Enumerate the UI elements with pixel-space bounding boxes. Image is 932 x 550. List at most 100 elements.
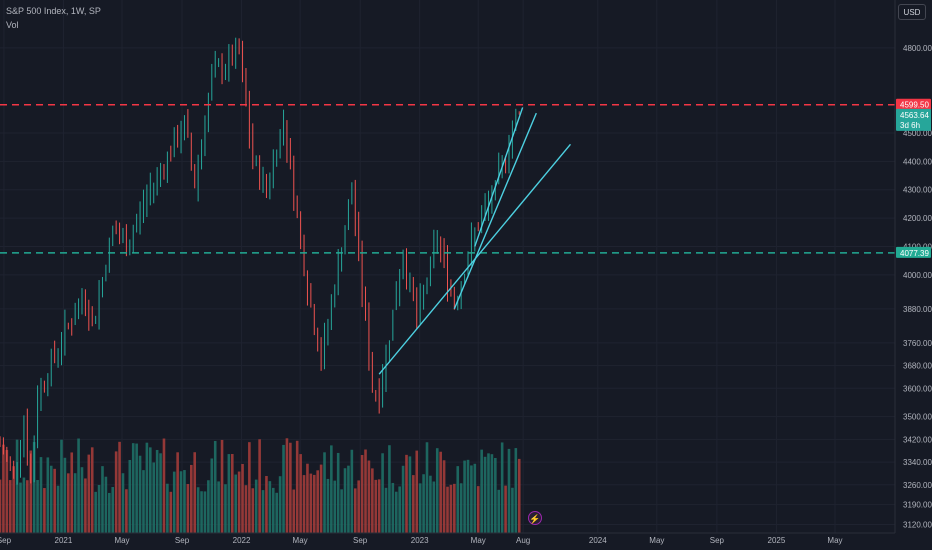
volume-bar [483, 456, 487, 533]
volume-bar [237, 471, 241, 533]
time-tick-label: Aug [516, 536, 530, 545]
volume-bar [90, 447, 94, 533]
volume-bar [149, 447, 152, 533]
volume-bar [364, 449, 367, 533]
price-tick-label: 4400.00 [903, 157, 932, 166]
volume-bar [60, 439, 63, 533]
volume-bar [323, 452, 326, 533]
trendline [453, 112, 537, 310]
volume-bar [350, 449, 354, 533]
volume-bar [43, 488, 46, 533]
volume-bar [429, 475, 432, 533]
time-tick-label: Sep [175, 536, 190, 545]
volume-bar [302, 475, 306, 533]
volume-bar [121, 473, 125, 533]
volume-bar [453, 483, 456, 533]
grid [0, 0, 895, 533]
volume-bar [227, 454, 231, 533]
volume-bar [278, 476, 282, 533]
volume-bar [8, 480, 12, 533]
price-tick-label: 3340.00 [903, 458, 932, 467]
chart-title[interactable]: S&P 500 Index, 1W, SP [6, 6, 101, 16]
volume-bar [463, 460, 466, 533]
volume-bar [500, 442, 504, 533]
volume-bar [114, 451, 118, 533]
price-tick-label: 4500.00 [903, 129, 932, 138]
time-tick-label: 2025 [768, 536, 786, 545]
volume-bar [12, 466, 15, 533]
volume-bar [282, 444, 285, 533]
volume-bar [138, 455, 142, 533]
volume-bar [111, 487, 115, 533]
resistance-price-tag-background [896, 98, 931, 110]
volume-bar [94, 491, 97, 533]
price-tick-label: 4200.00 [903, 214, 932, 223]
volume-bar [193, 452, 197, 533]
support-price-tag-background [896, 246, 931, 258]
volume-bar [347, 465, 350, 533]
volume-bar [39, 457, 43, 533]
volume-bar [46, 457, 50, 533]
volume-legend[interactable]: Vol [6, 20, 19, 30]
volume-bar [507, 448, 511, 533]
lightning-icon[interactable]: ⚡ [528, 511, 542, 525]
volume-bar [425, 442, 429, 533]
time-tick-label: Sep [353, 536, 368, 545]
trendline [474, 107, 524, 247]
volume-bar [155, 449, 159, 533]
time-tick-label: Sep [0, 536, 12, 545]
volume-bar [73, 473, 77, 533]
volume-bar [415, 450, 419, 533]
price-tick-label: 3120.00 [903, 520, 932, 529]
volume-bar [234, 474, 238, 533]
volume-bar [145, 442, 149, 533]
resistance-price-tag-label: 4599.50 [900, 101, 929, 110]
volume-bar [203, 491, 207, 533]
volume-bar [207, 480, 210, 533]
volume-bar [186, 484, 190, 533]
price-axis[interactable]: 3120.00 3190.00 3260.00 3340.00 3420.00 3500.… [894, 0, 932, 550]
volume-bar [271, 487, 275, 533]
time-tick-label: May [114, 536, 129, 545]
volume-bar [326, 478, 330, 533]
volume-bar [0, 479, 2, 533]
volume-bar [84, 478, 87, 533]
volume-bar [125, 489, 128, 533]
volume-bar [309, 473, 313, 533]
volume-bar [480, 449, 483, 533]
volume-bar [374, 479, 378, 533]
price-tick-label: 3190.00 [903, 501, 932, 510]
volume-bar [118, 441, 121, 533]
volume-bar [5, 450, 9, 533]
volume-bar [169, 491, 173, 533]
volume-bar [476, 486, 480, 533]
currency-button[interactable]: USD [898, 4, 926, 20]
volume-bar [333, 480, 337, 533]
time-axis[interactable]: Sep 2021 May Sep 2022 May Sep 2023 May Aug 2024 May… [0, 532, 895, 545]
time-tick-label: 2024 [589, 536, 607, 545]
trendlines[interactable] [378, 107, 572, 375]
volume-bar [189, 464, 193, 533]
volume-bar [265, 476, 268, 533]
volume-bars [0, 438, 521, 533]
volume-bar [285, 438, 289, 533]
volume-bar [391, 482, 395, 533]
volume-bar [162, 438, 166, 533]
volume-bar [371, 468, 374, 533]
volume-bar [473, 463, 477, 533]
volume-bar [401, 465, 405, 533]
time-tick-label: May [293, 536, 308, 545]
volume-bar [357, 480, 360, 533]
price-tick-label: 3880.00 [903, 305, 932, 314]
price-tick-label: 4300.00 [903, 186, 932, 195]
volume-bar [36, 480, 39, 533]
volume-bar [398, 486, 401, 533]
volume-bar [340, 489, 343, 533]
volume-bar [29, 450, 33, 533]
volume-bar [176, 452, 179, 533]
volume-bar [217, 481, 220, 533]
horizontal-levels[interactable] [0, 103, 895, 254]
volume-bar [22, 477, 26, 533]
